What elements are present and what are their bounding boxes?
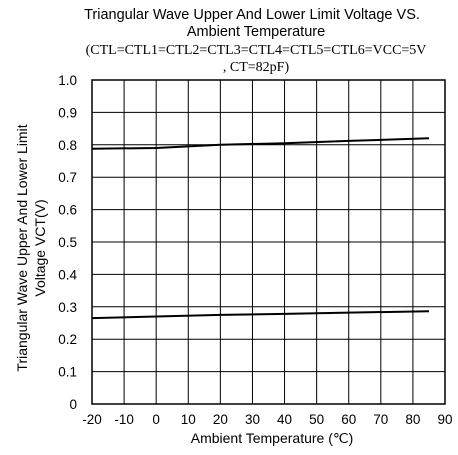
chart-title-line-1: Triangular Wave Upper And Lower Limit Vo… (84, 7, 420, 23)
plot-area-frame (91, 79, 446, 405)
chart-title-line-2: Ambient Temperature (187, 24, 325, 40)
x-tick-label: -20 (82, 412, 102, 427)
y-tick-label: 0.1 (58, 365, 77, 380)
y-axis-label-line-1: Triangular Wave Upper And Lower Limit (14, 124, 30, 371)
y-tick-label: 0.6 (58, 203, 77, 218)
y-tick-label: 0.2 (58, 332, 77, 347)
series-line-2 (91, 310, 430, 320)
tick-labels: -20 -10 0 10 20 30 40 50 60 70 80 90 0 0.1 0.2 0.3 0.4 0.… (58, 73, 452, 427)
x-tick-label: -10 (114, 412, 134, 427)
chart-subtitle-line-2: , CT=82pF) (223, 60, 290, 75)
series-lines (91, 137, 430, 320)
x-tick-label: 20 (213, 412, 228, 427)
y-tick-label: 0.3 (58, 300, 77, 315)
x-tick-label: 30 (245, 412, 260, 427)
y-tick-label: 0.4 (58, 267, 77, 282)
y-tick-label: 0.7 (58, 170, 77, 185)
x-axis-label: Ambient Temperature (℃) (191, 430, 354, 446)
series-line-1 (91, 137, 430, 150)
y-tick-label: 0.8 (58, 138, 77, 153)
x-tick-label: 80 (405, 412, 420, 427)
x-tick-label: 0 (152, 412, 160, 427)
chart-subtitle-line-1: (CTL=CTL1=CTL2=CTL3=CTL4=CTL5=CTL6=VCC=5… (86, 43, 427, 58)
x-tick-label: 70 (373, 412, 388, 427)
x-tick-label: 60 (341, 412, 356, 427)
y-tick-label: 0.5 (58, 235, 77, 250)
y-tick-label: 0 (69, 397, 77, 412)
x-tick-label: 50 (309, 412, 324, 427)
grid-lines (92, 80, 445, 404)
y-axis-label-line-2: Voltage VCT(V) (32, 199, 48, 296)
x-tick-label: 90 (437, 412, 452, 427)
x-tick-label: 40 (277, 412, 292, 427)
y-tick-label: 1.0 (58, 73, 77, 88)
y-axis-label: Triangular Wave Upper And Lower Limit Vo… (14, 124, 48, 371)
x-tick-label: 10 (181, 412, 196, 427)
y-tick-label: 0.9 (58, 105, 77, 120)
